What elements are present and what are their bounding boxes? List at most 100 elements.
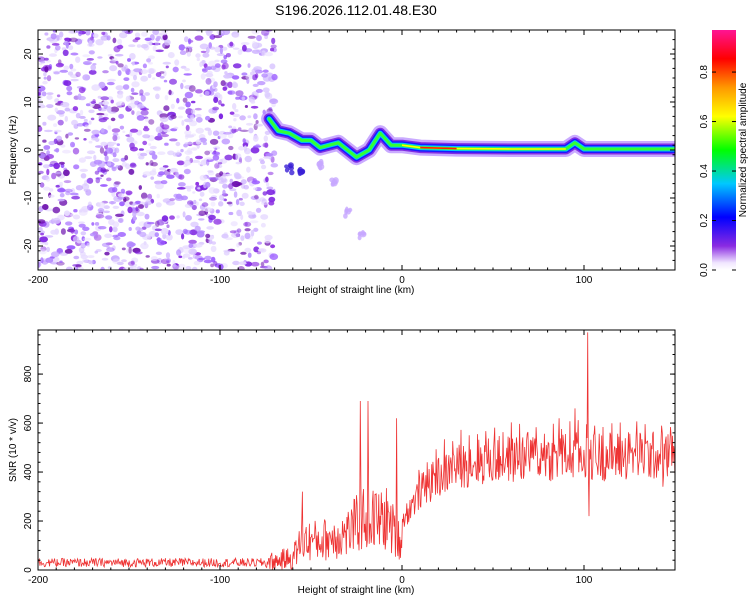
noise-blob bbox=[119, 125, 125, 130]
noise-blob bbox=[218, 113, 224, 120]
noise-blob bbox=[180, 148, 184, 153]
noise-blob bbox=[95, 177, 101, 184]
noise-blob bbox=[138, 227, 143, 232]
noise-blob bbox=[248, 127, 254, 134]
noise-blob bbox=[170, 103, 175, 109]
branch-blob bbox=[284, 167, 290, 173]
noise-blob bbox=[66, 91, 73, 96]
noise-blob bbox=[70, 213, 74, 217]
noise-blob bbox=[212, 130, 220, 136]
noise-blob bbox=[241, 72, 248, 76]
noise-blob bbox=[70, 68, 77, 72]
noise-blob bbox=[88, 120, 92, 125]
noise-blob bbox=[211, 256, 216, 263]
noise-blob bbox=[53, 123, 58, 127]
noise-blob bbox=[43, 186, 51, 191]
noise-blob bbox=[262, 69, 269, 73]
noise-blob bbox=[42, 164, 50, 169]
noise-blob bbox=[65, 105, 70, 109]
noise-blob bbox=[205, 78, 212, 85]
noise-blob bbox=[188, 38, 192, 45]
noise-blob bbox=[63, 180, 72, 184]
noise-blob bbox=[62, 49, 69, 56]
noise-blob bbox=[84, 124, 89, 128]
noise-blob bbox=[196, 57, 200, 62]
noise-blob bbox=[240, 251, 247, 255]
noise-blob bbox=[244, 228, 251, 232]
noise-blob bbox=[52, 206, 61, 214]
noise-blob bbox=[219, 47, 223, 55]
noise-blob bbox=[251, 49, 261, 54]
noise-blob bbox=[212, 154, 220, 161]
noise-blob bbox=[251, 30, 260, 35]
noise-blob bbox=[178, 44, 185, 51]
noise-blob bbox=[251, 68, 260, 73]
noise-blob bbox=[176, 249, 182, 256]
snr-series-line bbox=[38, 332, 675, 570]
noise-blob bbox=[63, 169, 70, 177]
noise-blob bbox=[161, 30, 169, 33]
noise-blob bbox=[89, 232, 97, 237]
noise-blob bbox=[44, 235, 54, 238]
noise-blob bbox=[140, 69, 148, 74]
noise-blob bbox=[90, 36, 94, 41]
noise-blob bbox=[98, 201, 105, 209]
noise-blob bbox=[44, 57, 49, 61]
noise-blob bbox=[121, 247, 126, 251]
noise-blob bbox=[264, 130, 271, 135]
noise-blob bbox=[231, 181, 241, 188]
noise-blob bbox=[253, 194, 259, 200]
noise-blob bbox=[38, 170, 44, 174]
noise-blob bbox=[191, 159, 200, 163]
noise-blob bbox=[117, 63, 124, 68]
noise-blob bbox=[47, 114, 57, 121]
noise-blob bbox=[109, 141, 115, 146]
noise-blob bbox=[100, 167, 106, 174]
noise-blob bbox=[124, 155, 129, 161]
noise-blob bbox=[241, 96, 246, 101]
noise-blob bbox=[209, 197, 217, 201]
noise-blob bbox=[45, 176, 51, 182]
noise-blob bbox=[232, 82, 239, 89]
noise-blob bbox=[85, 189, 92, 196]
noise-blob bbox=[96, 112, 105, 116]
noise-blob bbox=[101, 257, 109, 261]
noise-blob bbox=[112, 134, 118, 142]
noise-blob bbox=[252, 178, 257, 183]
noise-blob bbox=[82, 258, 89, 263]
noise-blob bbox=[130, 87, 135, 93]
noise-blob bbox=[266, 189, 275, 196]
noise-blob bbox=[79, 207, 88, 213]
noise-blob bbox=[206, 159, 210, 166]
x-tick-label: 100 bbox=[576, 275, 593, 286]
y-tick-label: -20 bbox=[23, 238, 34, 253]
noise-blob bbox=[238, 261, 247, 266]
noise-blob bbox=[155, 41, 160, 46]
noise-blob bbox=[146, 39, 150, 45]
noise-blob bbox=[235, 161, 241, 165]
noise-blob bbox=[111, 57, 118, 62]
noise-blob bbox=[66, 85, 73, 92]
noise-blob bbox=[176, 150, 180, 156]
noise-blob bbox=[93, 234, 102, 241]
noise-blob bbox=[119, 32, 128, 39]
noise-blob bbox=[155, 251, 162, 255]
noise-blob bbox=[263, 156, 271, 159]
noise-blob bbox=[64, 210, 70, 216]
noise-blob bbox=[179, 50, 187, 55]
noise-blob bbox=[107, 96, 114, 101]
y-tick-label: 0 bbox=[23, 147, 34, 153]
noise-blob bbox=[271, 37, 276, 45]
noise-blob bbox=[169, 215, 175, 220]
noise-blob bbox=[263, 135, 268, 142]
noise-blob bbox=[135, 206, 139, 212]
noise-blob bbox=[44, 129, 53, 133]
noise-blob bbox=[166, 224, 170, 228]
noise-blob bbox=[65, 221, 73, 226]
noise-blob bbox=[144, 117, 149, 122]
noise-blob bbox=[140, 44, 149, 49]
noise-blob bbox=[244, 247, 252, 253]
x-tick-label: 0 bbox=[399, 275, 405, 286]
noise-blob bbox=[100, 184, 108, 187]
noise-blob bbox=[46, 94, 53, 100]
